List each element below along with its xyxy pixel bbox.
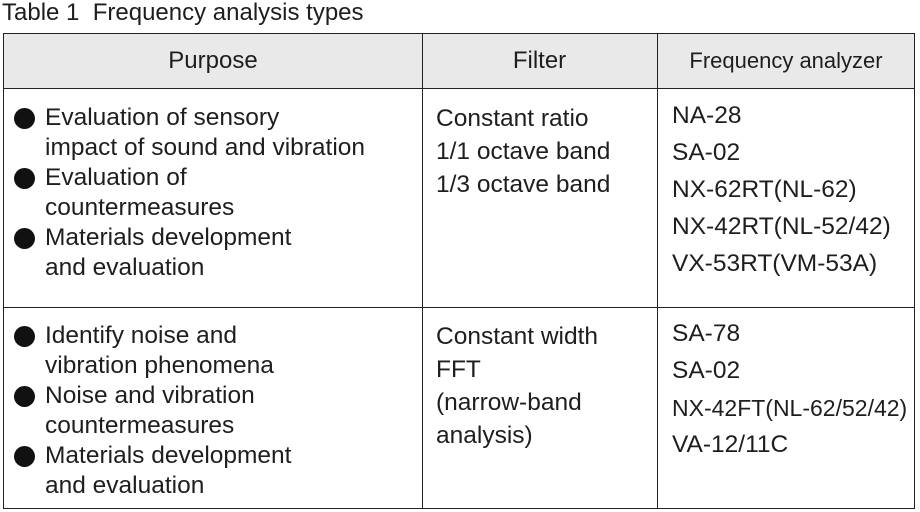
purpose-text: and evaluation: [45, 472, 205, 499]
purpose-text: vibration phenomena: [45, 352, 274, 379]
purpose-text: Evaluation of sensory: [45, 104, 280, 131]
bullet: [14, 326, 35, 347]
header-cell: Frequency analyzer: [689, 48, 883, 73]
purpose-text: countermeasures: [45, 412, 235, 439]
purpose-text: and evaluation: [45, 254, 205, 281]
analyzer-text: SA-02: [672, 357, 741, 384]
purpose-text: Evaluation of: [45, 164, 187, 191]
bullet: [14, 386, 35, 407]
analyzer-text: SA-78: [672, 320, 741, 347]
purpose-text: Materials development: [45, 224, 292, 251]
purpose-text: Noise and vibration: [45, 382, 255, 409]
filter-text: FFT: [436, 356, 481, 383]
column-divider: [422, 34, 423, 508]
analyzer-text: SA-02: [672, 139, 741, 166]
filter-text: analysis): [436, 422, 533, 449]
header-row: [4, 34, 914, 89]
analyzer-text: NA-28: [672, 102, 742, 129]
analyzer-text: NX-42FT(NL-62/52/42): [672, 395, 908, 421]
analyzer-text: NX-62RT(NL-62): [672, 176, 857, 203]
bullet: [14, 168, 35, 189]
row-divider: [4, 307, 914, 308]
header-cell: Filter: [512, 47, 567, 74]
table-caption: Table 1 Frequency analysis types: [2, 0, 364, 26]
bullet: [14, 446, 35, 467]
bullet: [14, 108, 35, 129]
table: Purpose Filter Frequency analyzer Evalua…: [3, 33, 915, 509]
filter-text: (narrow-band: [436, 389, 582, 416]
header-cell: Purpose: [168, 47, 258, 74]
filter-text: 1/1 octave band: [436, 138, 611, 165]
column-divider: [657, 34, 658, 508]
analyzer-text: NX-42RT(NL-52/42): [672, 213, 891, 240]
purpose-text: Materials development: [45, 442, 292, 469]
analyzer-text: VX-53RT(VM-53A): [672, 250, 878, 277]
filter-text: Constant ratio: [436, 105, 589, 132]
filter-text: Constant width: [436, 323, 599, 350]
purpose-text: impact of sound and vibration: [45, 134, 366, 161]
purpose-text: countermeasures: [45, 194, 235, 221]
purpose-text: Identify noise and: [45, 322, 238, 349]
analyzer-text: VA-12/11C: [672, 431, 789, 458]
filter-text: 1/3 octave band: [436, 171, 611, 198]
bullet: [14, 228, 35, 249]
